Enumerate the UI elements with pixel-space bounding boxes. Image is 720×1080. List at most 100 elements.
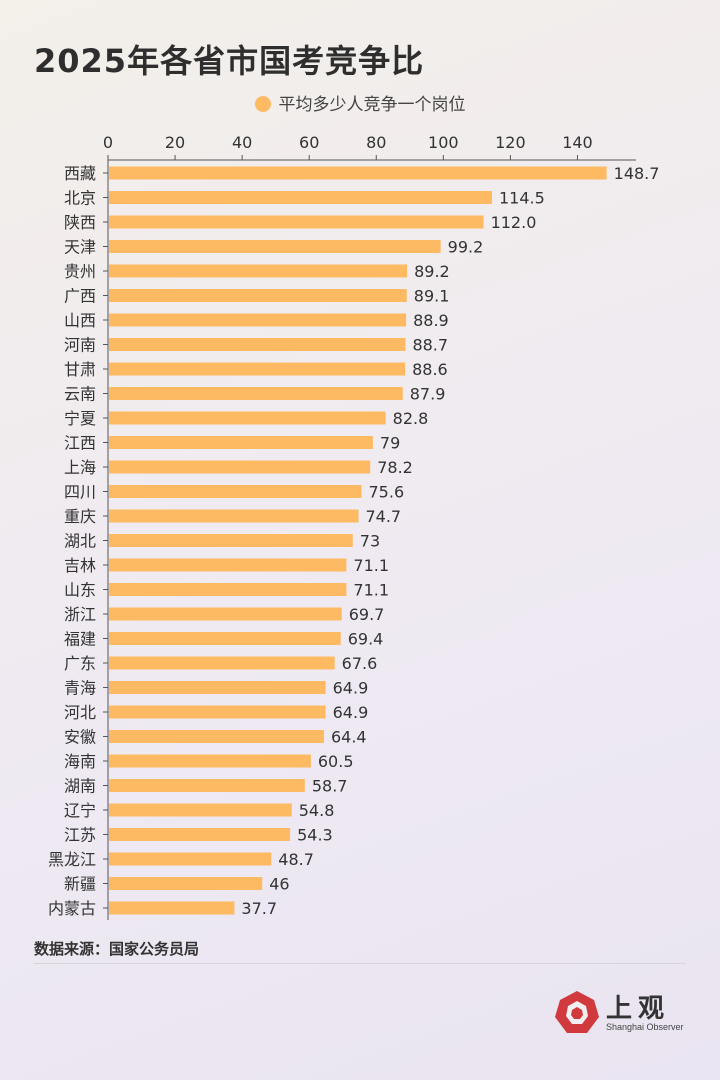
brand-name-en: Shanghai Observer: [606, 1022, 684, 1032]
data-label: 48.7: [278, 850, 314, 869]
bar: [109, 411, 386, 425]
bar: [109, 803, 292, 817]
bar: [109, 901, 235, 915]
category-label: 宁夏: [64, 409, 96, 428]
bar: [109, 558, 347, 572]
data-label: 89.2: [414, 262, 450, 281]
x-tick-label: 80: [366, 133, 386, 152]
bar: [109, 289, 407, 302]
data-label: 88.9: [413, 311, 449, 330]
category-label: 河北: [64, 703, 96, 722]
category-label: 内蒙古: [48, 899, 96, 918]
bar: [109, 362, 406, 376]
category-label: 云南: [64, 385, 96, 404]
legend-swatch: [254, 96, 271, 112]
source-note: 数据来源：国家公务员局: [34, 940, 200, 958]
bar: [109, 754, 311, 768]
data-label: 60.5: [318, 752, 354, 771]
bar: [109, 705, 326, 719]
brand-name-cn: 上观: [606, 994, 671, 1024]
category-label: 广西: [64, 287, 96, 306]
brand-logo: 上观 Shanghai Observer: [554, 988, 694, 1040]
bar: [109, 264, 408, 278]
data-label: 64.9: [333, 679, 369, 698]
data-label: 54.8: [299, 801, 335, 820]
category-label: 重庆: [64, 507, 96, 526]
category-label: 上海: [64, 458, 96, 477]
data-label: 82.8: [393, 409, 429, 428]
data-label: 112.0: [491, 213, 537, 232]
category-label: 甘肃: [64, 360, 96, 379]
bar: [109, 191, 492, 204]
category-label: 陕西: [64, 213, 96, 232]
category-label: 山东: [64, 581, 96, 600]
bar: [109, 166, 607, 180]
bar: [109, 485, 362, 498]
data-label: 46: [269, 875, 289, 894]
x-tick-label: 140: [562, 133, 593, 152]
category-label: 黑龙江: [48, 850, 96, 869]
bar: [109, 656, 335, 670]
bar-chart: 0 20 40 60 80 100 120 140 西藏 148.7 北京 114.5 陕西 112.0 天…: [48, 133, 660, 920]
bar: [109, 877, 263, 890]
data-label: 64.9: [333, 703, 369, 722]
x-tick-label: 60: [299, 133, 319, 152]
bar: [109, 338, 406, 351]
category-label: 北京: [64, 189, 96, 208]
x-tick-label: 100: [428, 133, 459, 152]
legend: 平均多少人竞争一个岗位: [0, 90, 720, 115]
bar: [109, 387, 403, 400]
data-label: 58.7: [312, 777, 348, 796]
data-label: 88.7: [412, 336, 448, 355]
category-label: 辽宁: [64, 801, 96, 820]
footer-divider: [34, 963, 686, 964]
data-label: 79: [380, 434, 400, 453]
category-label: 江西: [64, 434, 96, 453]
category-label: 湖北: [64, 532, 96, 551]
data-label: 37.7: [241, 899, 277, 918]
category-label: 广东: [64, 654, 96, 673]
data-label: 88.6: [412, 360, 448, 379]
bar: [109, 509, 359, 523]
x-tick-label: 40: [232, 133, 252, 152]
data-label: 148.7: [614, 164, 660, 183]
data-label: 78.2: [377, 458, 413, 477]
data-label: 54.3: [297, 826, 333, 845]
data-label: 71.1: [353, 556, 389, 575]
bar: [109, 681, 326, 694]
bar: [109, 240, 441, 253]
category-label: 河南: [64, 336, 96, 355]
bar: [109, 215, 484, 229]
category-label: 浙江: [64, 605, 96, 624]
category-label: 贵州: [64, 262, 96, 281]
bar: [109, 632, 341, 645]
chart-title: 2025年各省市国考竞争比: [34, 42, 425, 80]
category-label: 江苏: [64, 826, 96, 845]
x-tick-label: 120: [495, 133, 526, 152]
bar: [109, 436, 373, 449]
bar: [109, 779, 305, 792]
data-label: 69.7: [349, 605, 385, 624]
bar: [109, 313, 407, 327]
bar: [109, 534, 353, 547]
logo-mark-icon: [555, 991, 599, 1033]
data-label: 73: [360, 532, 380, 551]
category-label: 湖南: [64, 777, 96, 796]
data-label: 67.6: [342, 654, 378, 673]
category-label: 安徽: [64, 728, 96, 747]
category-label: 西藏: [64, 164, 96, 183]
data-label: 69.4: [348, 630, 384, 649]
category-label: 新疆: [64, 875, 96, 894]
category-label: 海南: [64, 752, 96, 771]
data-label: 87.9: [410, 385, 446, 404]
data-label: 114.5: [499, 189, 545, 208]
data-label: 75.6: [369, 483, 405, 502]
x-tick-label: 0: [103, 133, 113, 152]
legend-label: 平均多少人竞争一个岗位: [278, 95, 466, 115]
data-label: 89.1: [414, 287, 450, 306]
data-label: 99.2: [448, 238, 484, 257]
category-label: 天津: [64, 238, 96, 257]
category-label: 吉林: [64, 556, 96, 575]
category-label: 福建: [64, 630, 96, 649]
bar: [109, 852, 272, 866]
